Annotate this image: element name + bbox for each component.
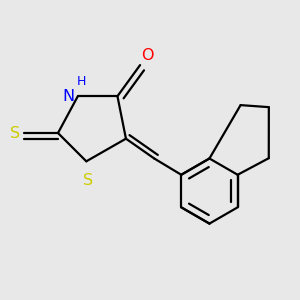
Text: H: H [76,75,86,88]
Text: N: N [62,89,74,104]
Text: O: O [142,48,154,63]
Text: S: S [83,172,93,188]
Text: S: S [10,125,20,140]
